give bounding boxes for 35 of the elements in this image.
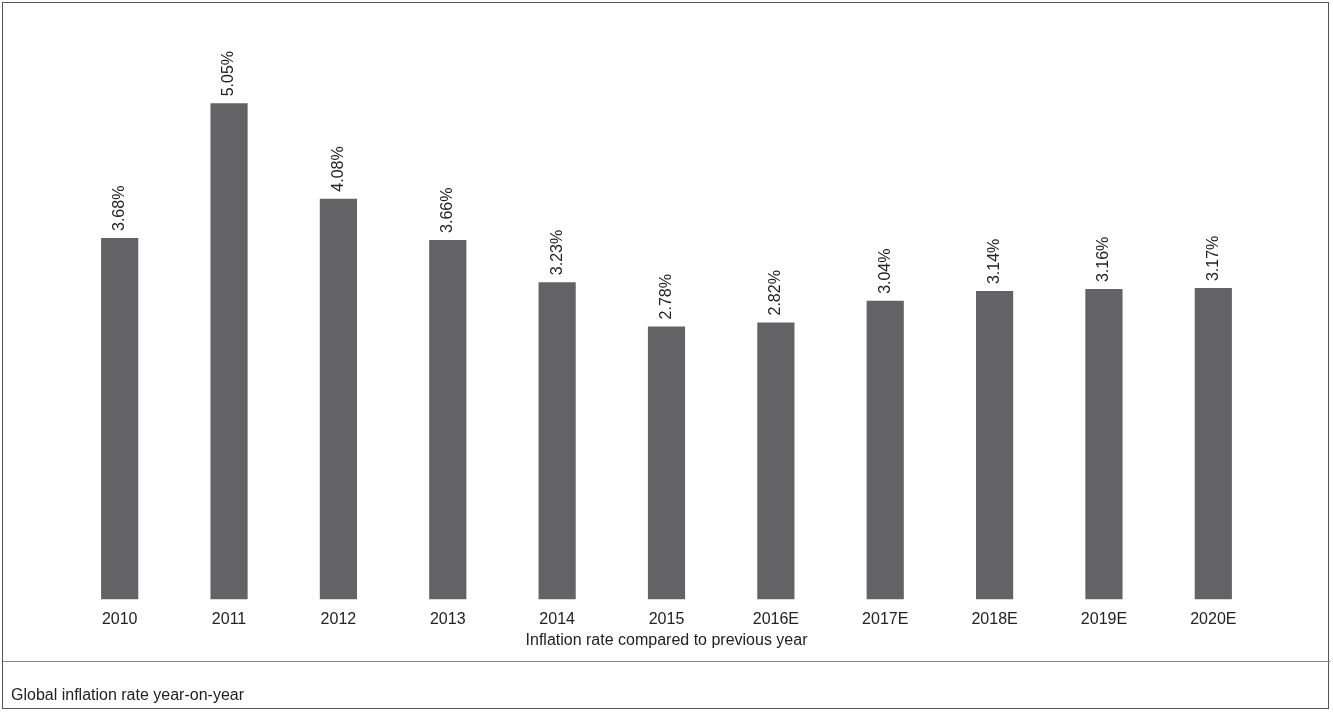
data-label: 2.82% [766,270,784,316]
data-label: 4.08% [328,146,346,192]
data-label: 2.78% [656,274,674,320]
data-label: 3.66% [438,187,456,233]
bar [429,239,467,600]
data-label: 3.68% [110,185,128,231]
bar [319,198,357,600]
bar [210,103,248,600]
bar [1085,289,1123,600]
bar [101,237,139,600]
data-label: 3.23% [547,229,565,276]
x-tick-label: 2015 [648,609,685,627]
x-tick-label: 2019E [1080,609,1128,627]
data-label: 3.14% [985,238,1002,285]
data-label: 3.17% [1203,235,1221,282]
x-tick-label: 2010 [101,609,138,627]
x-axis-title: Inflation rate compared to previous year [525,630,809,648]
text: Global inflation rate year-on-year [3,661,1330,704]
x-tick-label: 2020E [1190,609,1237,627]
bar [647,326,686,600]
x-tick-label: 2016E [752,609,799,627]
data-label: 3.04% [875,248,893,294]
bar [866,300,904,600]
x-tick-label: 2017E [862,609,909,627]
data-label: 5.05% [219,50,237,97]
bar [757,322,795,600]
x-tick-label: 2014 [539,609,576,627]
bar [976,291,1014,600]
x-tick-label: 2013 [429,609,466,627]
x-tick-label: 2012 [320,609,357,627]
x-tick-label: 2018E [971,609,1018,627]
bar [1194,288,1232,600]
bar [538,282,576,600]
data-label: 3.16% [1094,236,1112,283]
x-tick-label: 2011 [211,609,247,627]
